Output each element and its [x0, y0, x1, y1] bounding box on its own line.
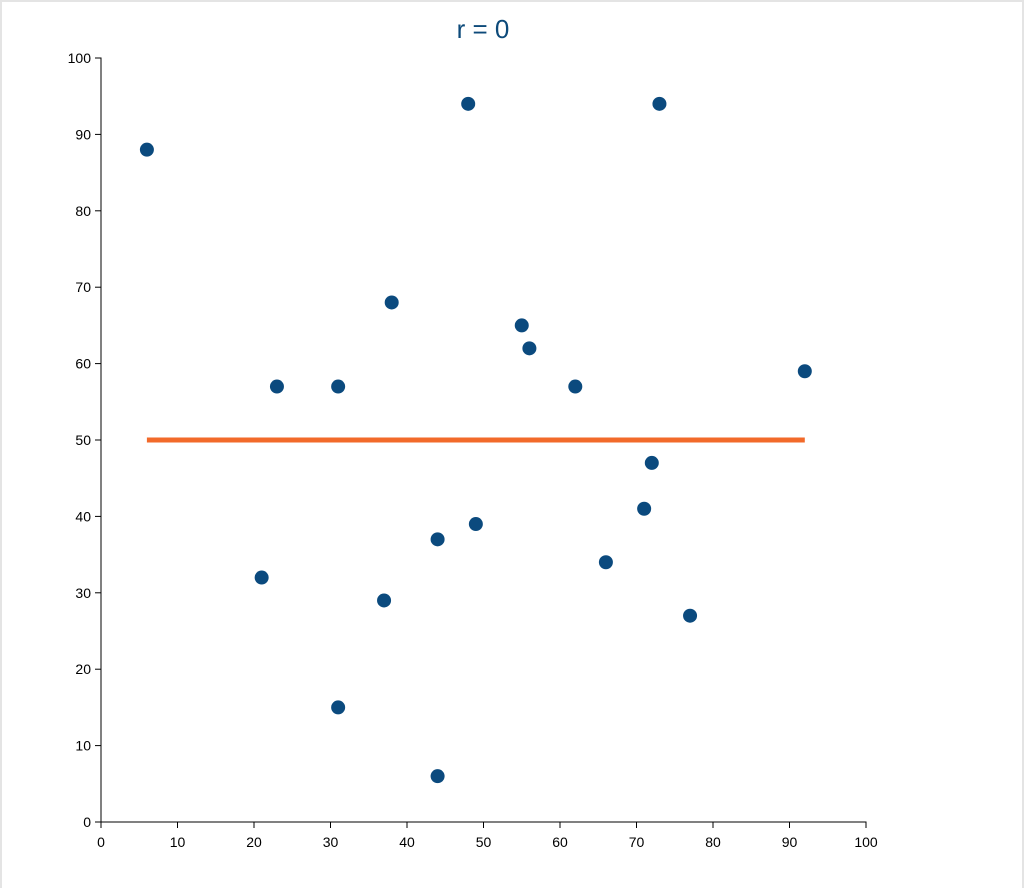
x-tick-label: 100	[854, 834, 878, 850]
data-point	[269, 379, 284, 394]
x-tick-label: 10	[170, 834, 186, 850]
y-tick-label: 90	[75, 126, 91, 142]
y-tick-label: 80	[75, 203, 91, 219]
data-point	[797, 364, 812, 379]
x-tick-label: 70	[629, 834, 645, 850]
data-point	[384, 295, 399, 310]
data-point	[598, 555, 613, 570]
y-tick-label: 50	[75, 432, 91, 448]
y-tick-label: 30	[75, 585, 91, 601]
y-tick-label: 10	[75, 738, 91, 754]
axes: 0 10 20 30 40 50 60 70 80 90 100 0 10 20 30 40 50 60 70 80 9…	[68, 50, 878, 850]
data-point	[377, 593, 392, 608]
y-tick-label: 70	[75, 279, 91, 295]
x-tick-label: 30	[323, 834, 339, 850]
data-point	[568, 379, 583, 394]
x-tick-label: 60	[552, 834, 568, 850]
data-point	[331, 379, 346, 394]
data-point	[683, 608, 698, 623]
y-tick-label: 100	[68, 50, 92, 66]
y-tick-label: 20	[75, 661, 91, 677]
x-tick-label: 20	[246, 834, 262, 850]
x-tick-label: 90	[782, 834, 798, 850]
data-point	[430, 769, 445, 784]
chart-title: r = 0	[457, 14, 510, 44]
data-point	[644, 455, 659, 470]
x-tick-label: 40	[399, 834, 415, 850]
x-tick-label: 50	[476, 834, 492, 850]
x-tick-label: 0	[97, 834, 105, 850]
data-point	[331, 700, 346, 715]
x-tick-label: 80	[705, 834, 721, 850]
data-point	[514, 318, 529, 333]
y-tick-label: 60	[75, 356, 91, 372]
data-point	[522, 341, 537, 356]
data-point	[468, 517, 483, 532]
y-tick-label: 40	[75, 508, 91, 524]
data-point	[254, 570, 269, 585]
data-point	[139, 142, 154, 157]
data-point	[637, 501, 652, 516]
y-tick-label: 0	[83, 814, 91, 830]
data-points	[139, 96, 812, 784]
data-point	[652, 96, 667, 111]
data-point	[461, 96, 476, 111]
data-point	[430, 532, 445, 547]
